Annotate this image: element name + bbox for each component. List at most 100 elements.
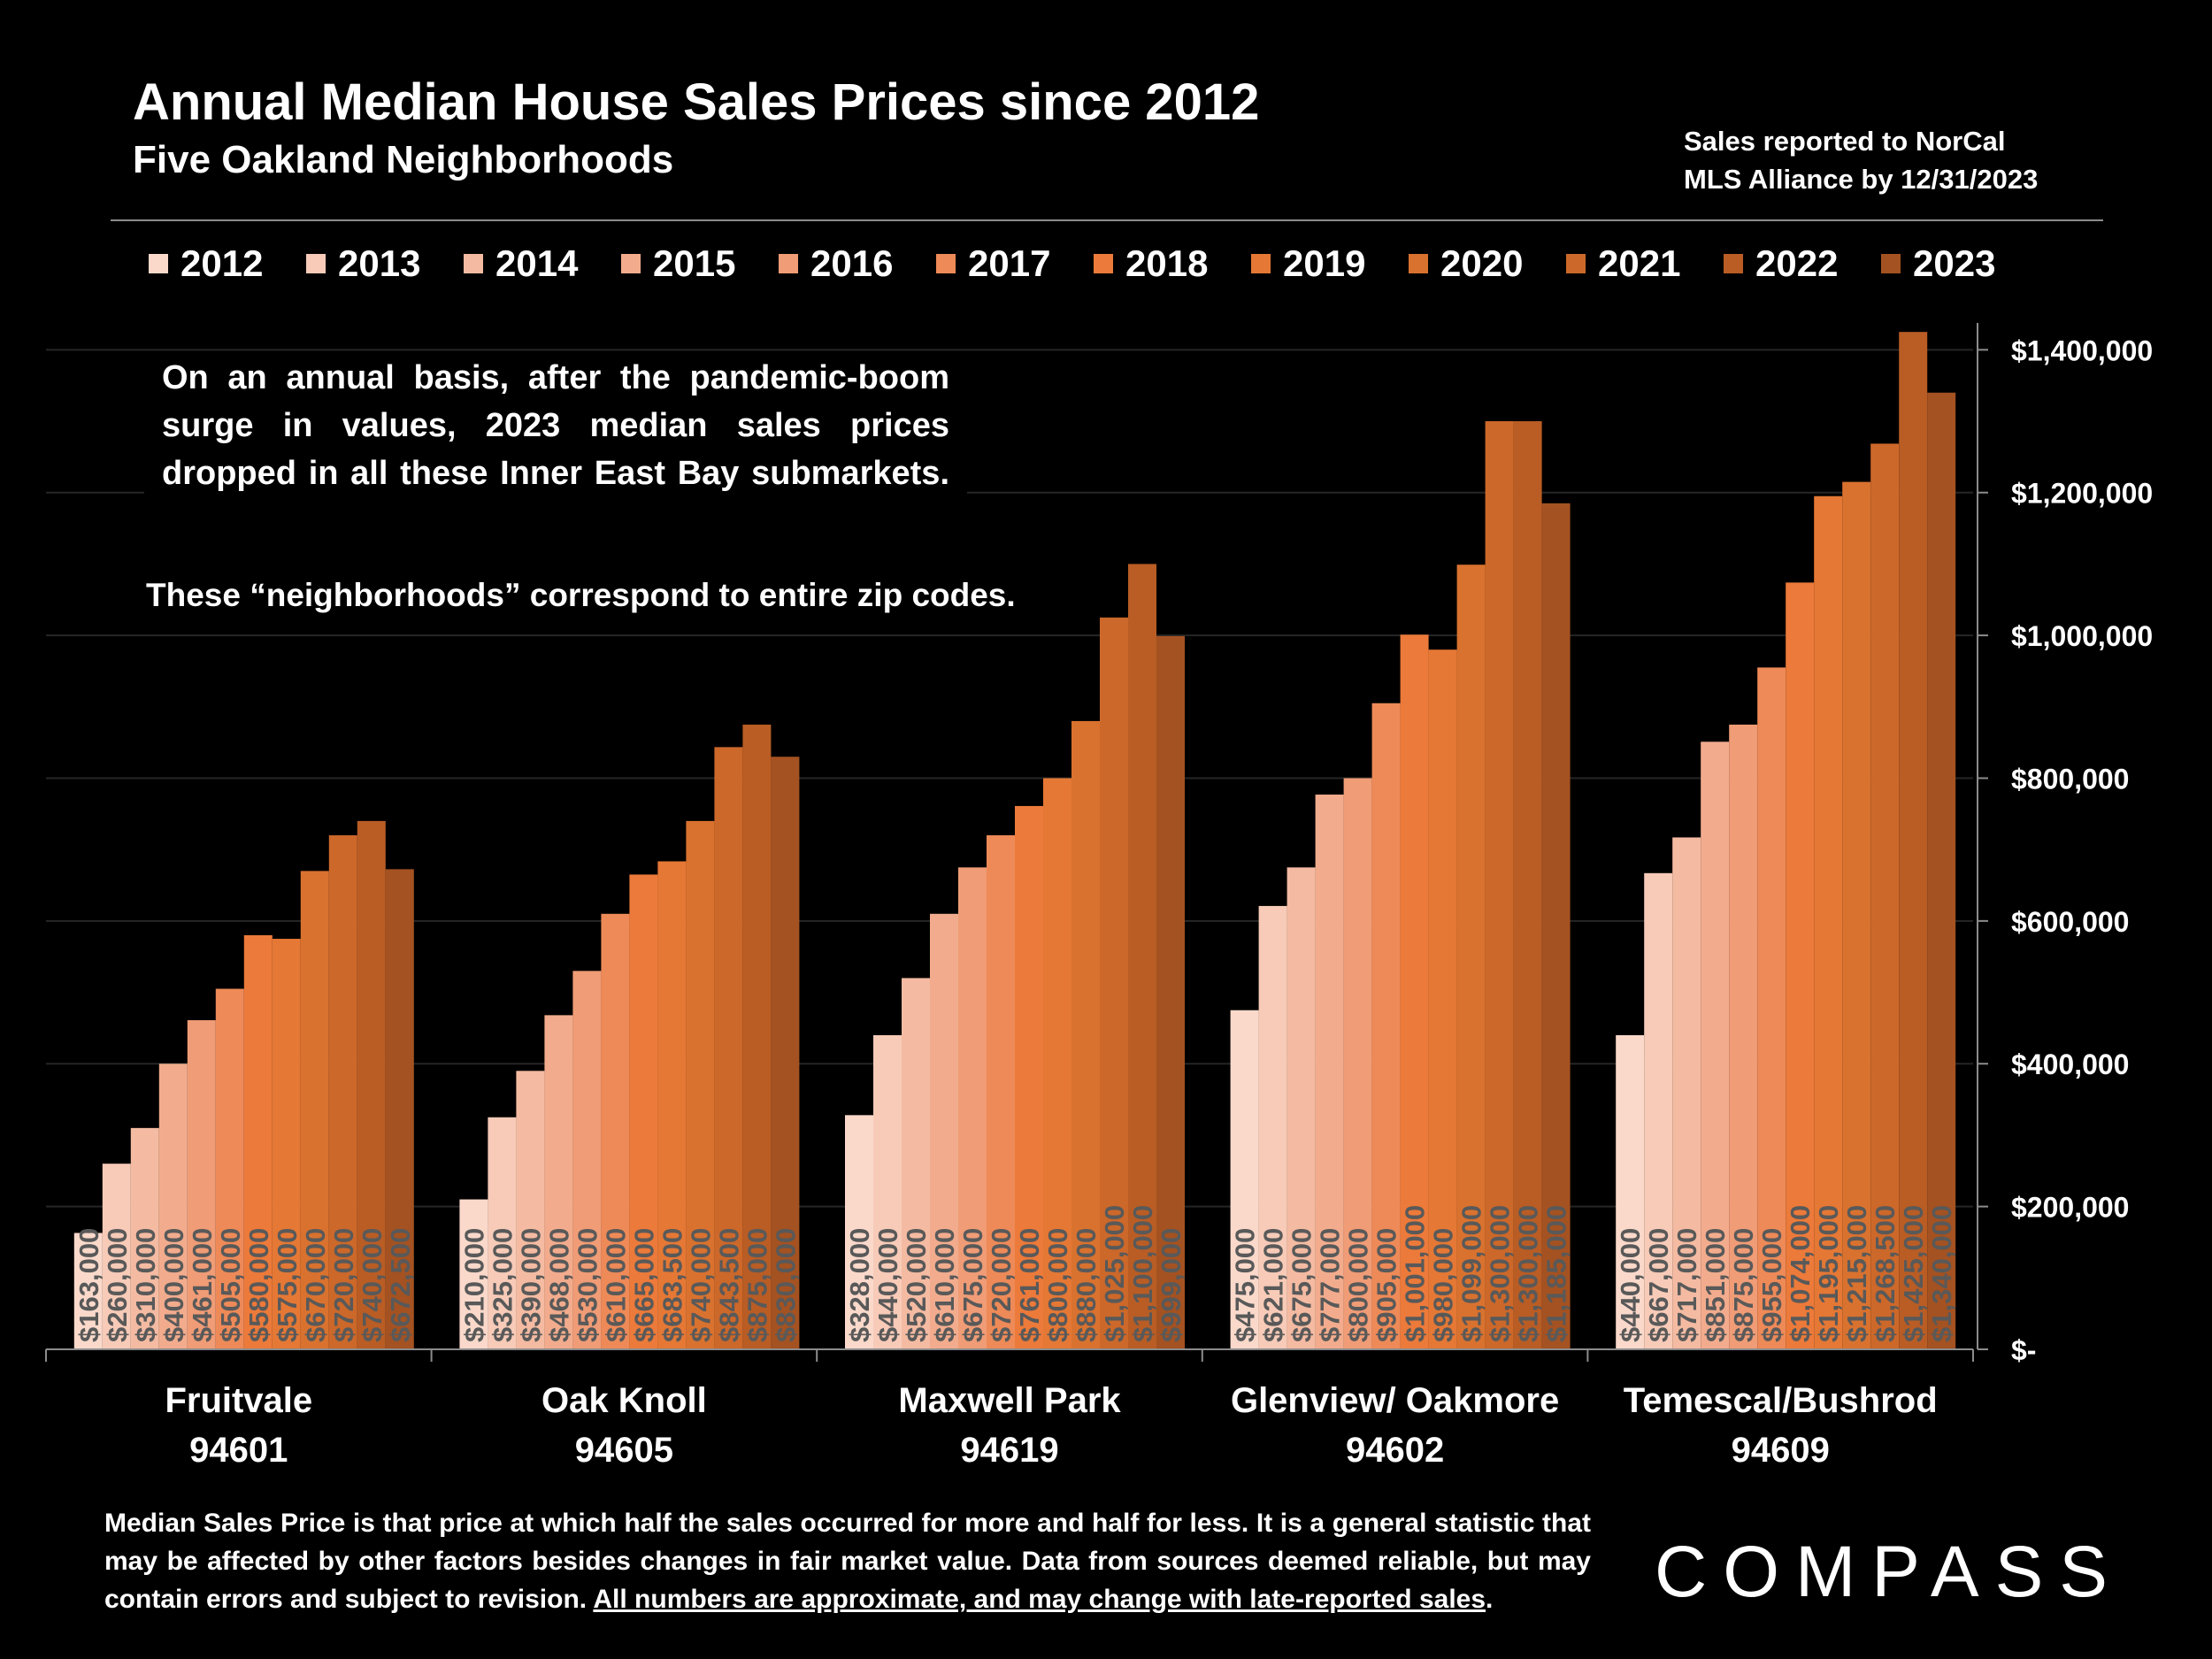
data-label: $1,001,000 xyxy=(1400,1205,1431,1342)
legend-item-2012: 2012 xyxy=(149,242,306,285)
bar-2022-3 xyxy=(1513,421,1542,1350)
legend-item-2014: 2014 xyxy=(464,242,621,285)
bar-2015-2 xyxy=(930,913,958,1349)
bar-2023-4 xyxy=(1927,392,1956,1350)
bar-2021-2 xyxy=(1100,617,1128,1349)
data-label: $210,000 xyxy=(458,1228,489,1342)
legend-label: 2013 xyxy=(338,242,421,284)
bar-2018-4 xyxy=(1786,582,1815,1349)
bar-2018-1 xyxy=(629,874,658,1349)
bar-2014-1 xyxy=(516,1071,545,1349)
data-label: $440,000 xyxy=(1615,1228,1646,1342)
y-tick-label: $- xyxy=(2011,1334,2036,1366)
legend-item-2021: 2021 xyxy=(1566,242,1724,285)
data-label: $610,000 xyxy=(929,1228,960,1342)
data-label: $1,340,000 xyxy=(1926,1205,1957,1342)
data-label: $1,074,000 xyxy=(1785,1205,1816,1342)
legend-swatch xyxy=(936,254,956,273)
legend-label: 2012 xyxy=(180,242,264,284)
data-label: $580,000 xyxy=(243,1228,274,1342)
category-zip: 94619 xyxy=(960,1431,1058,1470)
bar-2016-1 xyxy=(572,971,602,1349)
legend-swatch xyxy=(1094,254,1113,273)
legend-swatch xyxy=(1881,254,1901,273)
data-label: $670,000 xyxy=(300,1228,331,1342)
data-label: $875,000 xyxy=(1728,1228,1759,1342)
bar-2021-3 xyxy=(1485,421,1514,1350)
data-label: $875,000 xyxy=(741,1228,772,1342)
legend-item-2023: 2023 xyxy=(1881,242,2039,285)
legend-swatch xyxy=(1409,254,1428,273)
annotation-zip-codes: These “neighborhoods” correspond to enti… xyxy=(146,577,1016,613)
legend-label: 2022 xyxy=(1755,242,1839,284)
bar-2016-0 xyxy=(187,1020,216,1349)
compass-logo-text: COMPASS xyxy=(1655,1532,2124,1609)
legend-label: 2019 xyxy=(1283,242,1366,284)
bar-2016-3 xyxy=(1343,778,1372,1349)
bar-2017-0 xyxy=(215,988,244,1349)
bar-2022-4 xyxy=(1899,332,1928,1350)
bar-2012-0 xyxy=(73,1233,103,1349)
legend-swatch xyxy=(464,254,483,273)
data-label: $575,000 xyxy=(272,1228,303,1342)
data-label: $1,185,000 xyxy=(1541,1205,1572,1342)
data-label: $720,000 xyxy=(328,1228,359,1342)
category-zip: 94602 xyxy=(1346,1431,1444,1470)
bar-2018-3 xyxy=(1400,634,1429,1349)
y-tick-label: $1,400,000 xyxy=(2011,334,2153,366)
data-label: $720,000 xyxy=(986,1228,1017,1342)
bar-2023-3 xyxy=(1541,503,1571,1349)
data-label: $610,000 xyxy=(600,1228,631,1342)
legend-swatch xyxy=(1251,254,1271,273)
category-zip: 94605 xyxy=(575,1431,673,1470)
y-tick-label: $800,000 xyxy=(2011,763,2129,795)
legend-label: 2016 xyxy=(810,242,894,284)
data-label: $325,000 xyxy=(487,1228,518,1342)
category-name: Maxwell Park xyxy=(898,1381,1121,1420)
bar-2019-3 xyxy=(1428,649,1457,1349)
bar-2018-2 xyxy=(1015,805,1043,1349)
data-label: $530,000 xyxy=(572,1228,603,1342)
bar-2020-1 xyxy=(686,820,715,1349)
category-name: Glenview/ Oakmore xyxy=(1231,1381,1559,1420)
bar-2014-0 xyxy=(130,1127,159,1349)
category-zip: 94601 xyxy=(189,1431,288,1470)
bar-2023-2 xyxy=(1156,635,1185,1349)
bar-2018-0 xyxy=(243,935,273,1349)
bar-2013-0 xyxy=(102,1164,131,1349)
data-label: $717,000 xyxy=(1671,1228,1702,1342)
legend-item-2013: 2013 xyxy=(306,242,464,285)
bar-2016-4 xyxy=(1729,724,1758,1349)
legend-item-2022: 2022 xyxy=(1724,242,1881,285)
bar-2020-0 xyxy=(300,871,329,1349)
bar-2017-2 xyxy=(987,835,1015,1349)
data-label: $761,000 xyxy=(1014,1228,1045,1342)
bar-chart: $- $200,000 $400,000 $600,000 $800,000 $1,000… xyxy=(45,323,2153,1470)
data-label: $328,000 xyxy=(844,1228,875,1342)
legend-item-2016: 2016 xyxy=(779,242,936,285)
legend-label: 2018 xyxy=(1125,242,1209,284)
bar-2020-4 xyxy=(1842,481,1871,1349)
legend-item-2019: 2019 xyxy=(1251,242,1409,285)
bar-2020-2 xyxy=(1071,720,1100,1349)
bar-2017-1 xyxy=(601,913,630,1349)
data-label: $468,000 xyxy=(543,1228,574,1342)
data-label: $390,000 xyxy=(515,1228,546,1342)
data-label: $400,000 xyxy=(158,1228,189,1342)
legend-label: 2021 xyxy=(1598,242,1681,284)
bar-2017-3 xyxy=(1371,703,1401,1349)
bar-2015-3 xyxy=(1315,795,1344,1349)
data-label: $905,000 xyxy=(1371,1228,1402,1342)
bar-2016-2 xyxy=(958,867,987,1349)
data-label: $621,000 xyxy=(1258,1228,1289,1342)
data-label: $999,000 xyxy=(1156,1228,1187,1342)
data-label: $777,000 xyxy=(1315,1228,1346,1342)
data-label: $1,025,000 xyxy=(1099,1205,1130,1342)
footnote-text: Median Sales Price is that price at whic… xyxy=(104,1509,1591,1614)
data-label: $800,000 xyxy=(1042,1228,1073,1342)
chart-subtitle: Five Oakland Neighborhoods xyxy=(133,138,674,181)
y-tick-label: $600,000 xyxy=(2011,906,2129,938)
bar-2014-2 xyxy=(902,978,930,1349)
data-label: $1,215,000 xyxy=(1841,1205,1872,1342)
legend-item-2018: 2018 xyxy=(1094,242,1251,285)
